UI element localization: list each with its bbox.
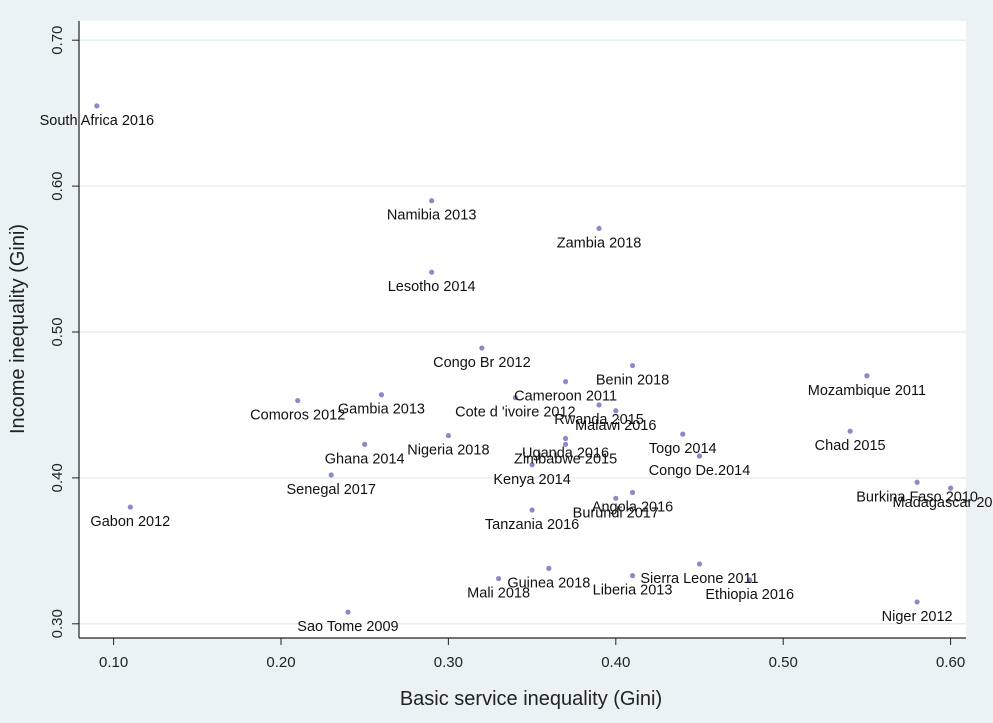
point-label-11: Rwanda 2015 bbox=[554, 412, 644, 428]
point-label-3: Lesotho 2014 bbox=[388, 279, 476, 295]
data-point-21 bbox=[328, 472, 334, 478]
data-point-10 bbox=[512, 395, 518, 401]
data-point-19 bbox=[696, 453, 703, 459]
data-point-23 bbox=[948, 485, 954, 491]
point-label-25: Burundi 2017 bbox=[573, 505, 659, 521]
point-label-32: Ethiopia 2016 bbox=[705, 587, 794, 603]
point-label-0: South Africa 2016 bbox=[40, 113, 154, 129]
data-point-30 bbox=[629, 573, 636, 579]
data-point-3 bbox=[429, 269, 435, 275]
data-point-6 bbox=[864, 373, 870, 379]
data-point-8 bbox=[378, 392, 385, 398]
y-tick-label-1: 0.40 bbox=[49, 463, 66, 492]
point-label-31: Mali 2018 bbox=[467, 586, 530, 602]
point-label-6: Mozambique 2011 bbox=[808, 383, 926, 399]
y-tick-label-2: 0.50 bbox=[49, 317, 66, 346]
point-label-18: Zimbabwe 2015 bbox=[514, 451, 617, 467]
point-label-8: Gambia 2013 bbox=[338, 402, 425, 418]
point-label-23: Madagascar 2012 bbox=[893, 495, 993, 511]
point-label-2: Zambia 2018 bbox=[557, 235, 642, 251]
y-tick-label-3: 0.60 bbox=[49, 171, 66, 200]
point-label-33: Niger 2012 bbox=[882, 609, 953, 625]
point-label-5: Benin 2018 bbox=[596, 373, 669, 389]
point-label-27: Tanzania 2016 bbox=[485, 517, 579, 533]
data-point-29 bbox=[546, 565, 552, 571]
y-tick-label-4: 0.70 bbox=[49, 26, 66, 55]
point-label-28: Sierra Leone 2011 bbox=[640, 571, 758, 587]
point-label-1: Namibia 2013 bbox=[387, 208, 476, 224]
point-label-9: Comoros 2012 bbox=[250, 408, 345, 424]
data-points bbox=[94, 103, 954, 615]
data-point-13 bbox=[680, 431, 686, 437]
data-point-28 bbox=[696, 561, 703, 567]
point-label-12: Malawi 2016 bbox=[575, 418, 656, 434]
point-label-30: Liberia 2013 bbox=[593, 583, 673, 599]
data-point-31 bbox=[496, 575, 502, 582]
data-point-24 bbox=[629, 489, 636, 496]
x-tick-label-1: 0.20 bbox=[266, 654, 295, 671]
data-point-0 bbox=[94, 103, 100, 109]
grid-lines bbox=[79, 39, 966, 625]
data-point-18 bbox=[562, 441, 569, 447]
data-point-11 bbox=[596, 402, 602, 408]
data-point-9 bbox=[295, 397, 301, 404]
data-point-26 bbox=[127, 504, 133, 510]
x-tick-label-2: 0.30 bbox=[434, 654, 463, 671]
point-label-10: Cote d 'ivoire 2012 bbox=[455, 405, 575, 421]
point-label-22: Burkina Faso 2010 bbox=[856, 489, 978, 505]
data-point-7 bbox=[562, 379, 569, 385]
data-point-16 bbox=[562, 435, 569, 442]
point-label-13: Togo 2014 bbox=[649, 441, 717, 457]
point-label-19: Congo De.2014 bbox=[649, 463, 751, 479]
y-tick-label-0: 0.30 bbox=[49, 609, 66, 638]
point-label-29: Guinea 2018 bbox=[507, 575, 590, 591]
point-label-4: Congo Br 2012 bbox=[433, 355, 531, 371]
data-point-34 bbox=[345, 609, 351, 615]
data-point-5 bbox=[629, 362, 636, 369]
point-label-24: Angola 2016 bbox=[592, 499, 673, 515]
data-point-15 bbox=[445, 432, 451, 439]
x-tick-label-0: 0.10 bbox=[99, 654, 128, 671]
data-point-1 bbox=[429, 198, 435, 204]
point-label-21: Senegal 2017 bbox=[286, 482, 376, 498]
data-point-2 bbox=[596, 225, 602, 232]
point-labels: South Africa 2016 Namibia 2013 Zambia 2018… bbox=[40, 113, 993, 635]
data-point-12 bbox=[613, 408, 619, 414]
y-axis-title: Income inequality (Gini) bbox=[7, 224, 29, 434]
point-label-7: Cameroon 2011 bbox=[514, 389, 617, 405]
axes: 0.30 0.40 0.50 0.60 0.70 0.10 0.20 0.30 0.40 0.50… bbox=[49, 21, 966, 671]
data-point-27 bbox=[529, 507, 535, 513]
data-point-22 bbox=[914, 479, 920, 485]
x-axis-title: Basic service inequality (Gini) bbox=[400, 688, 662, 710]
data-point-14 bbox=[847, 428, 853, 434]
point-label-34: Sao Tome 2009 bbox=[297, 619, 398, 635]
data-point-17 bbox=[362, 441, 368, 447]
data-point-33 bbox=[914, 599, 920, 605]
point-label-14: Chad 2015 bbox=[815, 438, 886, 454]
x-tick-label-5: 0.60 bbox=[936, 654, 965, 671]
x-tick-label-3: 0.40 bbox=[601, 654, 630, 671]
point-label-20: Kenya 2014 bbox=[493, 472, 570, 488]
data-point-25 bbox=[613, 495, 619, 501]
data-point-4 bbox=[479, 345, 485, 351]
point-label-17: Ghana 2014 bbox=[325, 451, 405, 467]
x-tick-label-4: 0.50 bbox=[769, 654, 798, 671]
point-label-15: Nigeria 2018 bbox=[407, 443, 489, 459]
data-point-20 bbox=[529, 462, 535, 468]
data-point-32 bbox=[747, 577, 753, 583]
point-label-16: Uganda 2016 bbox=[522, 446, 609, 462]
plot-area bbox=[79, 21, 966, 638]
point-label-26: Gabon 2012 bbox=[90, 514, 170, 530]
